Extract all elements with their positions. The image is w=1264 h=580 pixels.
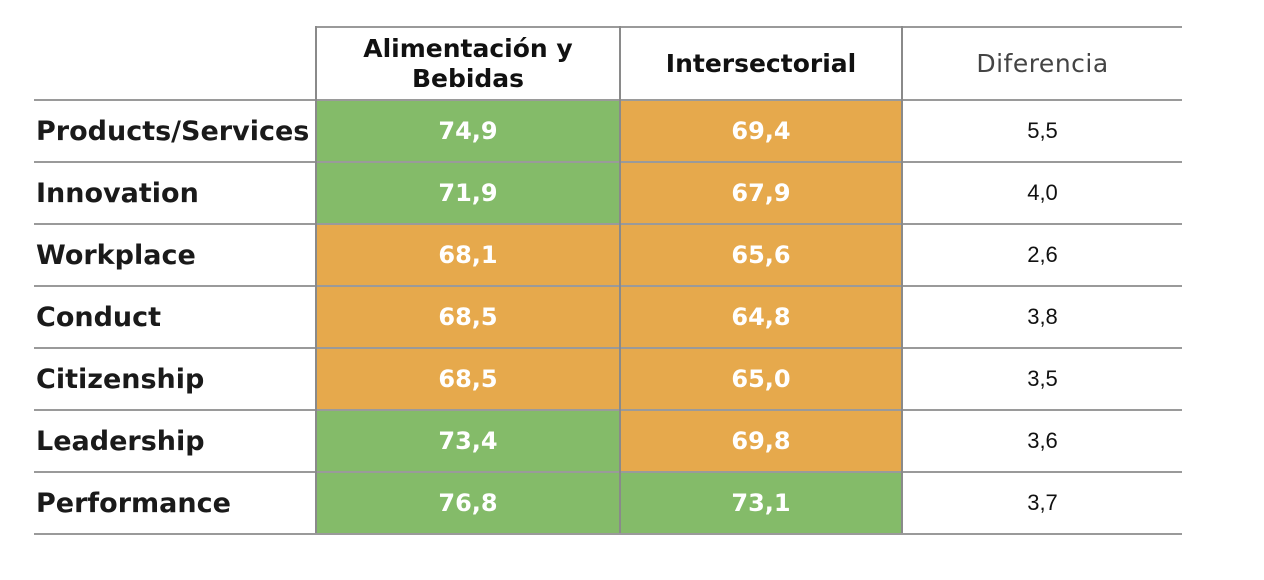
- value-cell-intersectorial: 64,8: [620, 285, 903, 348]
- difference-cell: 2,6: [902, 223, 1182, 286]
- table-row: Performance 76,8 73,1 3,7: [34, 471, 1182, 535]
- table-row: Citizenship 68,5 65,0 3,5: [34, 347, 1182, 410]
- difference-cell: 3,6: [902, 409, 1182, 472]
- comparison-table-container: Alimentación y Bebidas Intersectorial Di…: [34, 26, 1182, 535]
- row-label: Conduct: [34, 285, 317, 348]
- column-header-alimentacion: Alimentación y Bebidas: [316, 26, 621, 100]
- comparison-table: Alimentación y Bebidas Intersectorial Di…: [34, 26, 1182, 535]
- value-cell-alimentacion: 68,5: [316, 347, 621, 410]
- row-label: Products/Services: [34, 99, 317, 162]
- table-row: Conduct 68,5 64,8 3,8: [34, 285, 1182, 348]
- header-blank-cell: [34, 27, 317, 100]
- row-label: Performance: [34, 471, 317, 535]
- table-row: Leadership 73,4 69,8 3,6: [34, 409, 1182, 472]
- value-cell-alimentacion: 71,9: [316, 161, 621, 224]
- difference-cell: 4,0: [902, 161, 1182, 224]
- value-cell-alimentacion: 74,9: [316, 99, 621, 162]
- value-cell-intersectorial: 65,0: [620, 347, 903, 410]
- value-cell-alimentacion: 73,4: [316, 409, 621, 472]
- difference-cell: 3,8: [902, 285, 1182, 348]
- row-label: Innovation: [34, 161, 317, 224]
- value-cell-alimentacion: 68,5: [316, 285, 621, 348]
- table-row: Workplace 68,1 65,6 2,6: [34, 223, 1182, 286]
- value-cell-alimentacion: 76,8: [316, 471, 621, 535]
- value-cell-intersectorial: 65,6: [620, 223, 903, 286]
- value-cell-intersectorial: 69,8: [620, 409, 903, 472]
- table-row: Products/Services 74,9 69,4 5,5: [34, 99, 1182, 162]
- difference-cell: 3,7: [902, 471, 1182, 535]
- difference-cell: 5,5: [902, 99, 1182, 162]
- value-cell-intersectorial: 67,9: [620, 161, 903, 224]
- value-cell-intersectorial: 69,4: [620, 99, 903, 162]
- value-cell-intersectorial: 73,1: [620, 471, 903, 535]
- table-body: Products/Services 74,9 69,4 5,5 Innovation 71…: [34, 99, 1182, 535]
- row-label: Leadership: [34, 409, 317, 472]
- value-cell-alimentacion: 68,1: [316, 223, 621, 286]
- header-row: Alimentación y Bebidas Intersectorial Di…: [34, 26, 1182, 100]
- row-label: Workplace: [34, 223, 317, 286]
- column-header-diferencia: Diferencia: [902, 26, 1182, 100]
- difference-cell: 3,5: [902, 347, 1182, 410]
- column-header-intersectorial: Intersectorial: [620, 26, 903, 100]
- table-row: Innovation 71,9 67,9 4,0: [34, 161, 1182, 224]
- row-label: Citizenship: [34, 347, 317, 410]
